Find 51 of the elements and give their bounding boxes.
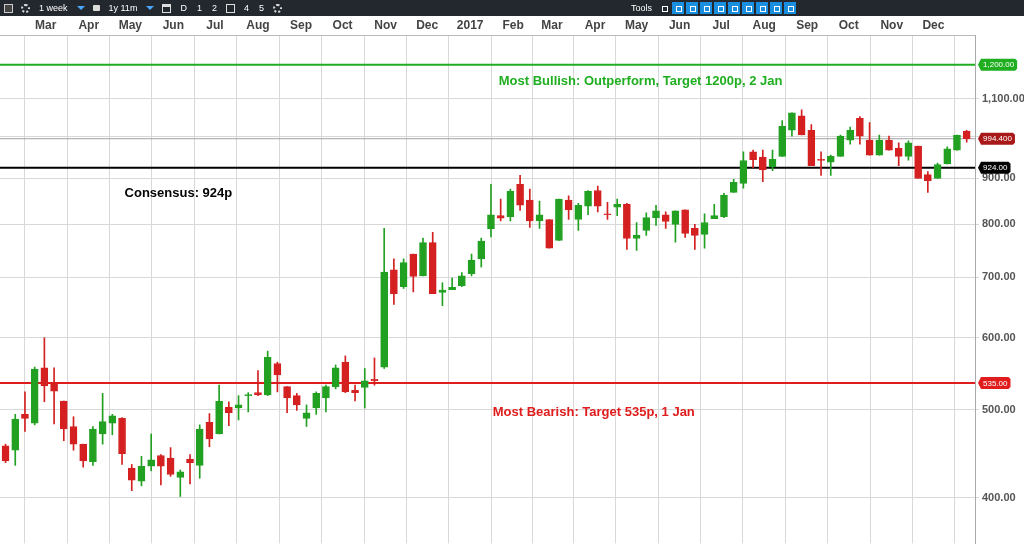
x-tick-label: Feb	[502, 18, 524, 33]
candlestick	[147, 433, 155, 472]
x-tick-label: 2017	[456, 18, 484, 33]
annotation: Most Bearish: Target 535p, 1 Jan	[492, 404, 695, 420]
candlestick	[496, 198, 505, 222]
y-tick-label: 700.00	[982, 270, 1016, 283]
x-tick-label: Apr	[584, 18, 606, 33]
x-tick-label: Oct	[838, 18, 859, 33]
ref-line-label: 1,200.00	[983, 60, 1015, 70]
annotation: Most Bullish: Outperform, Target 1200p, 2 Jan	[498, 72, 783, 88]
y-tick-label: 600.00	[982, 330, 1016, 343]
x-tick-label: Nov	[880, 18, 904, 33]
x-tick-label: Dec	[922, 18, 945, 33]
text: 4	[243, 3, 249, 13]
y-tick-label: 900.00	[982, 171, 1016, 184]
y-tick-label: 1,100.00	[982, 92, 1024, 105]
x-tick-label: May	[624, 18, 649, 33]
y-tick-label: 500.00	[982, 402, 1016, 415]
text: 1 week	[39, 3, 68, 13]
x-tick-label: Sep	[289, 18, 312, 33]
x-tick-label: Mar	[35, 18, 57, 33]
x-tick-label: Sep	[796, 18, 819, 33]
candlestick	[448, 277, 456, 290]
y-tick-label: 400.00	[982, 490, 1016, 503]
candlestick	[21, 391, 29, 432]
text: 1	[196, 3, 202, 13]
x-tick-label: Mar	[541, 18, 563, 33]
x-tick-label: Apr	[78, 18, 100, 33]
x-tick-label: Jun	[162, 18, 185, 33]
ref-line-label: 994.400	[983, 134, 1013, 144]
x-tick-label: Oct	[332, 18, 353, 33]
x-tick-label: Aug	[752, 18, 776, 33]
text: Tools	[631, 3, 653, 13]
y-tick-label: 800.00	[982, 217, 1016, 230]
x-tick-label: Jul	[206, 18, 224, 33]
x-tick-label: May	[118, 18, 143, 33]
ref-line-label: 924.00	[983, 163, 1009, 173]
text: 5	[258, 3, 264, 13]
text: D	[180, 3, 187, 13]
candlestick	[360, 368, 369, 409]
x-tick-label: Jun	[668, 18, 691, 33]
text: 1y 11m	[108, 3, 138, 13]
annotation: Consensus: 924p	[124, 185, 233, 201]
x-tick-label: Jul	[712, 18, 730, 33]
x-tick-label: Nov	[374, 18, 398, 33]
candlestick	[225, 401, 233, 426]
text: 2	[211, 3, 217, 13]
x-tick-label: Aug	[246, 18, 270, 33]
ref-line-label: 535.00	[983, 378, 1009, 388]
x-tick-label: Dec	[416, 18, 439, 33]
candlestick	[186, 454, 194, 485]
